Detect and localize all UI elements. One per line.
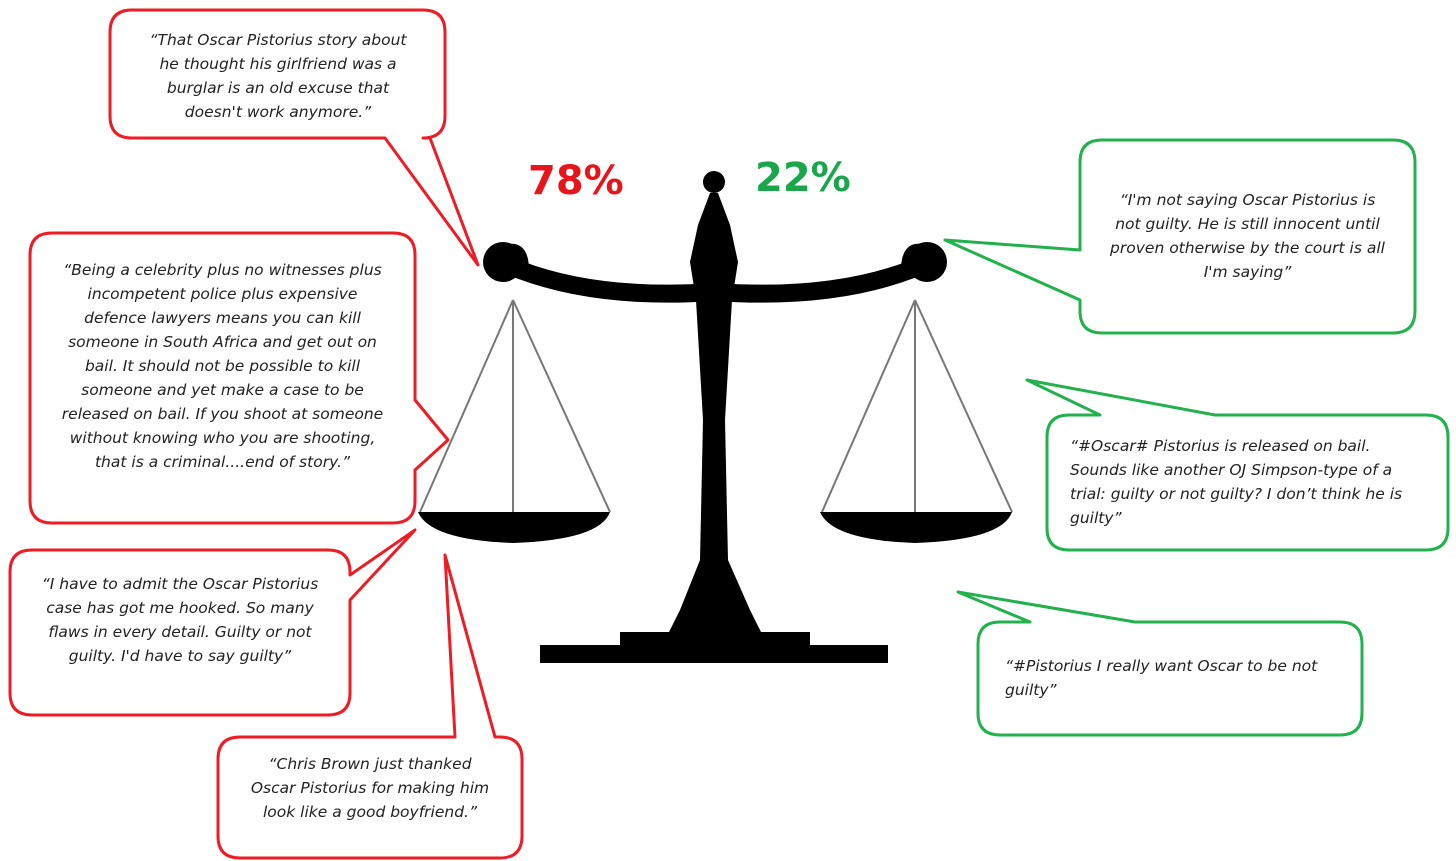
scale <box>418 171 1012 663</box>
quote: “I'm not saying Oscar Pistorius is not g… <box>1105 188 1390 284</box>
quote: “I have to admit the Oscar Pistorius cas… <box>30 572 330 668</box>
quote: “#Pistorius I really want Oscar to be no… <box>1005 654 1335 702</box>
quote: “Being a celebrity plus no witnesses plu… <box>55 258 390 474</box>
quote: “Chris Brown just thanked Oscar Pistoriu… <box>250 752 490 824</box>
not-guilty-percent: 22% <box>755 155 851 201</box>
quote: “That Oscar Pistorius story about he tho… <box>138 28 418 124</box>
infographic: 78% 22% “That Oscar Pistorius story abou… <box>0 0 1456 861</box>
quote: “#Oscar# Pistorius is released on bail. … <box>1070 434 1430 530</box>
guilty-percent: 78% <box>528 158 624 204</box>
